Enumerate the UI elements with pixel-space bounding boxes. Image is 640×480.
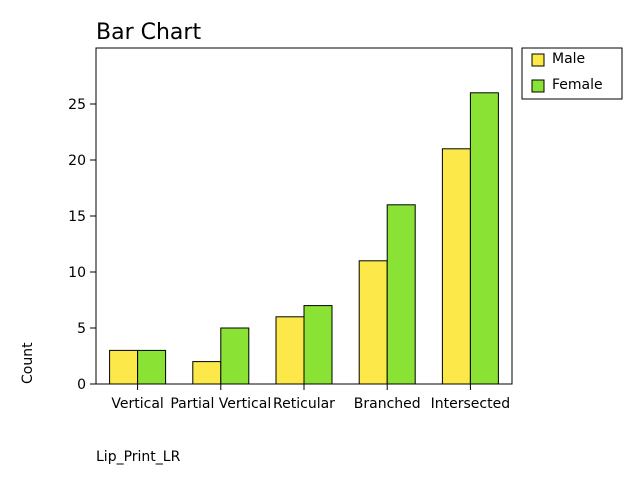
y-tick-label: 0 (77, 377, 86, 393)
x-tick-label: Branched (354, 396, 421, 412)
bar (109, 349, 139, 385)
x-tick-label: Partial Vertical (170, 396, 271, 412)
x-tick-label: Vertical (111, 396, 163, 412)
bar (386, 204, 416, 385)
bar (275, 316, 305, 385)
legend-label: Male (552, 51, 585, 67)
legend-swatch (531, 53, 545, 67)
y-tick-label: 20 (68, 153, 86, 169)
y-tick-label: 25 (68, 97, 86, 113)
bar (358, 260, 388, 385)
bar (137, 349, 167, 385)
legend-swatch (531, 79, 545, 93)
x-tick-label: Intersected (431, 396, 510, 412)
y-tick-label: 10 (68, 265, 86, 281)
bar (303, 305, 333, 385)
bar (192, 361, 222, 385)
legend-label: Female (552, 77, 603, 93)
bar (220, 327, 250, 385)
bar (469, 92, 499, 385)
y-tick-label: 15 (68, 209, 86, 225)
x-axis-label: Lip_Print_LR (96, 449, 181, 465)
bar (441, 148, 471, 385)
y-tick-label: 5 (77, 321, 86, 337)
y-axis-label: Count (20, 342, 36, 384)
chart-title: Bar Chart (96, 20, 201, 45)
x-tick-label: Reticular (273, 396, 335, 412)
